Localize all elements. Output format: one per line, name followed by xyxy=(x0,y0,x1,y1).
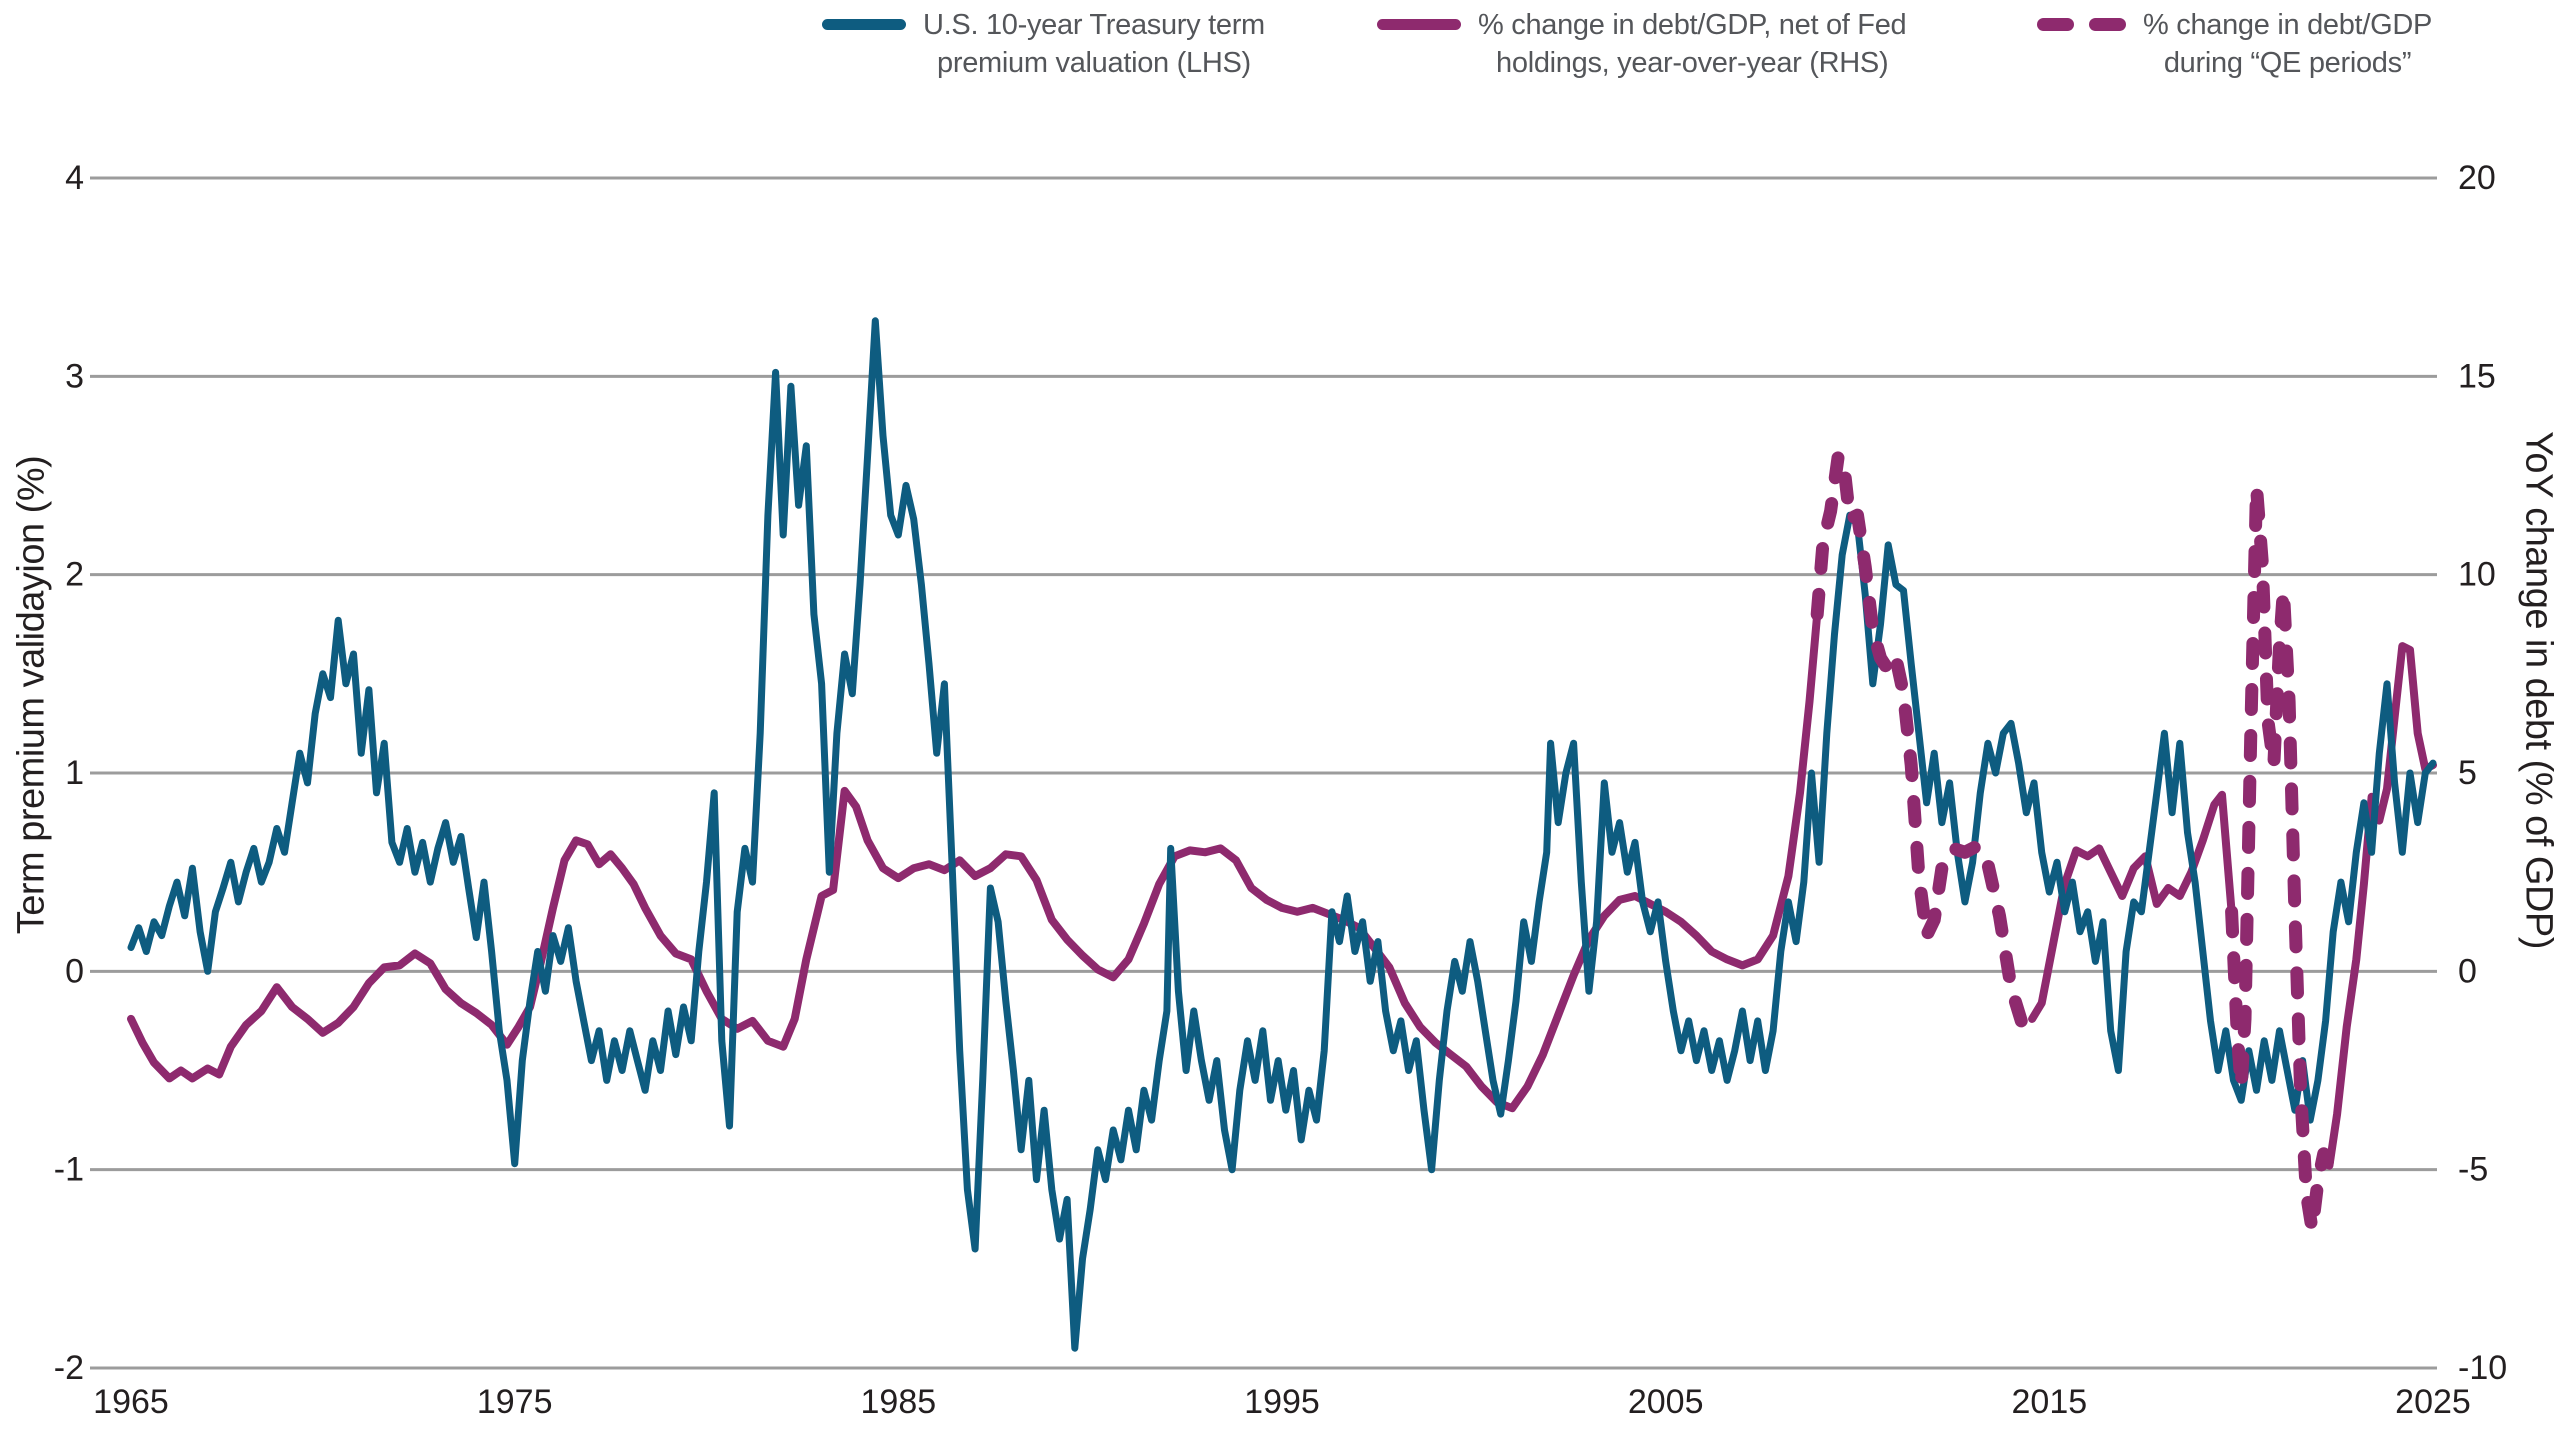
x-axis-tick: 2015 xyxy=(2012,1383,2088,1421)
legend-item-term-premium: U.S. 10-year Treasury term premium valua… xyxy=(822,6,1265,82)
left-axis-tick: 4 xyxy=(65,159,84,197)
x-axis-tick: 1995 xyxy=(1244,1383,1320,1421)
legend-label-debt-gdp-net-fed: % change in debt/GDP, net of Fed holding… xyxy=(1478,6,1907,82)
right-axis-tick: 15 xyxy=(2458,357,2496,395)
x-axis-tick: 1975 xyxy=(477,1383,553,1421)
left-axis-tick: 0 xyxy=(65,952,84,990)
series-debt-gdp-qe xyxy=(2225,480,2336,1236)
x-axis-tick: 1965 xyxy=(93,1383,169,1421)
x-axis-tick: 2005 xyxy=(1628,1383,1704,1421)
right-axis-tick: -5 xyxy=(2458,1151,2488,1189)
legend-dash-icon xyxy=(2089,18,2126,31)
left-axis-tick: 3 xyxy=(65,357,84,395)
x-axis-tick: 1985 xyxy=(861,1383,937,1421)
legend-item-debt-gdp-qe: % change in debt/GDP during “QE periods” xyxy=(2037,6,2432,82)
legend-label-line1: % change in debt/GDP, net of Fed xyxy=(1478,9,1907,41)
series-debt-gdp-net-fed xyxy=(2325,642,2437,1170)
left-axis-tick: 2 xyxy=(65,556,84,594)
left-axis-tick: -2 xyxy=(54,1349,84,1387)
legend-label-term-premium: U.S. 10-year Treasury term premium valua… xyxy=(923,6,1265,82)
left-axis-tick: 1 xyxy=(65,754,84,792)
right-axis-tick: 0 xyxy=(2458,952,2477,990)
legend-label-debt-gdp-qe: % change in debt/GDP during “QE periods” xyxy=(2143,6,2432,82)
right-axis-tick: 5 xyxy=(2458,754,2477,792)
legend-label-line2: premium valuation (LHS) xyxy=(937,47,1251,79)
legend-line-swatch-blue xyxy=(822,19,906,30)
x-axis-tick: 2025 xyxy=(2395,1383,2471,1421)
legend-item-debt-gdp-net-fed: % change in debt/GDP, net of Fed holding… xyxy=(1377,6,1907,82)
right-axis-tick: 10 xyxy=(2458,556,2496,594)
legend-label-line1: % change in debt/GDP xyxy=(2143,9,2433,41)
left-axis-tick: -1 xyxy=(54,1151,84,1189)
legend-dash-icon xyxy=(2037,18,2074,31)
right-axis-tick: 20 xyxy=(2458,159,2496,197)
legend-label-line1: U.S. 10-year Treasury term xyxy=(923,9,1265,41)
series-debt-gdp-qe xyxy=(1810,449,2039,1032)
legend-line-swatch-magenta xyxy=(1377,19,1461,30)
legend-dashed-swatch-magenta xyxy=(2037,18,2126,31)
legend-label-line2: during “QE periods” xyxy=(2163,47,2412,79)
legend-label-line2: holdings, year-over-year (RHS) xyxy=(1496,47,1889,79)
series-debt-gdp-net-fed xyxy=(2028,790,2236,1023)
series-debt-gdp-net-fed xyxy=(127,610,1822,1113)
right-axis-tick: -10 xyxy=(2458,1349,2507,1387)
series-term-premium xyxy=(127,317,2437,1352)
